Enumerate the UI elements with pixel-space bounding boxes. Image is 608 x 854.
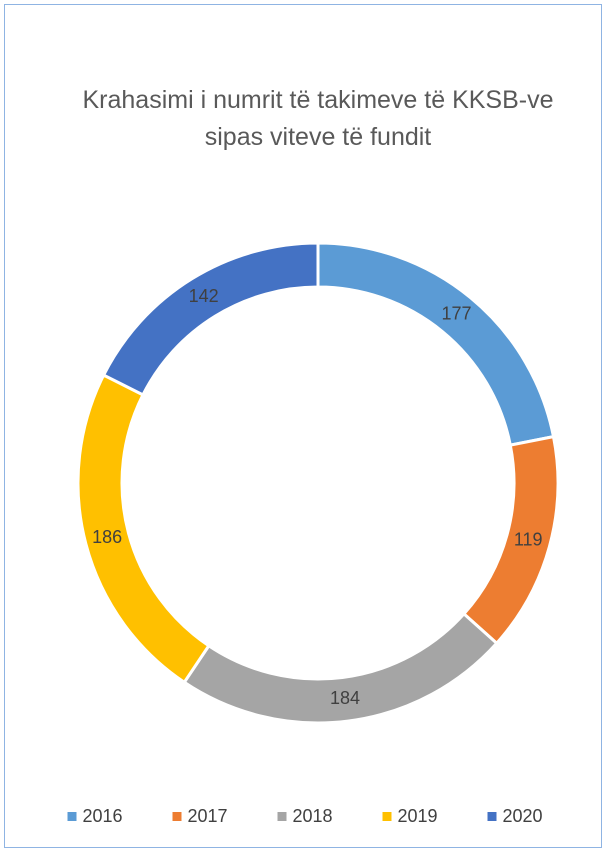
legend-label: 2017	[188, 806, 228, 826]
data-label: 177	[441, 303, 471, 323]
legend-swatch	[487, 812, 497, 821]
donut-segment	[316, 241, 556, 447]
legend-label: 2018	[293, 806, 333, 826]
legend-label: 2019	[398, 806, 438, 826]
legend-swatch	[382, 812, 392, 821]
data-label: 186	[92, 527, 122, 547]
chart-title: Krahasimi i numrit të takimeve të KKSB-v…	[82, 86, 554, 151]
legend-label: 2016	[83, 806, 123, 826]
donut-segment	[461, 434, 560, 646]
legend-label: 2020	[503, 806, 543, 826]
data-label: 119	[514, 530, 543, 550]
donut-segment	[101, 241, 320, 397]
data-label: 142	[189, 286, 219, 306]
chart-border	[4, 4, 602, 848]
legend-swatch	[172, 812, 182, 821]
legend-swatch	[67, 812, 77, 821]
data-label: 184	[330, 688, 360, 708]
legend-swatch	[277, 812, 287, 821]
